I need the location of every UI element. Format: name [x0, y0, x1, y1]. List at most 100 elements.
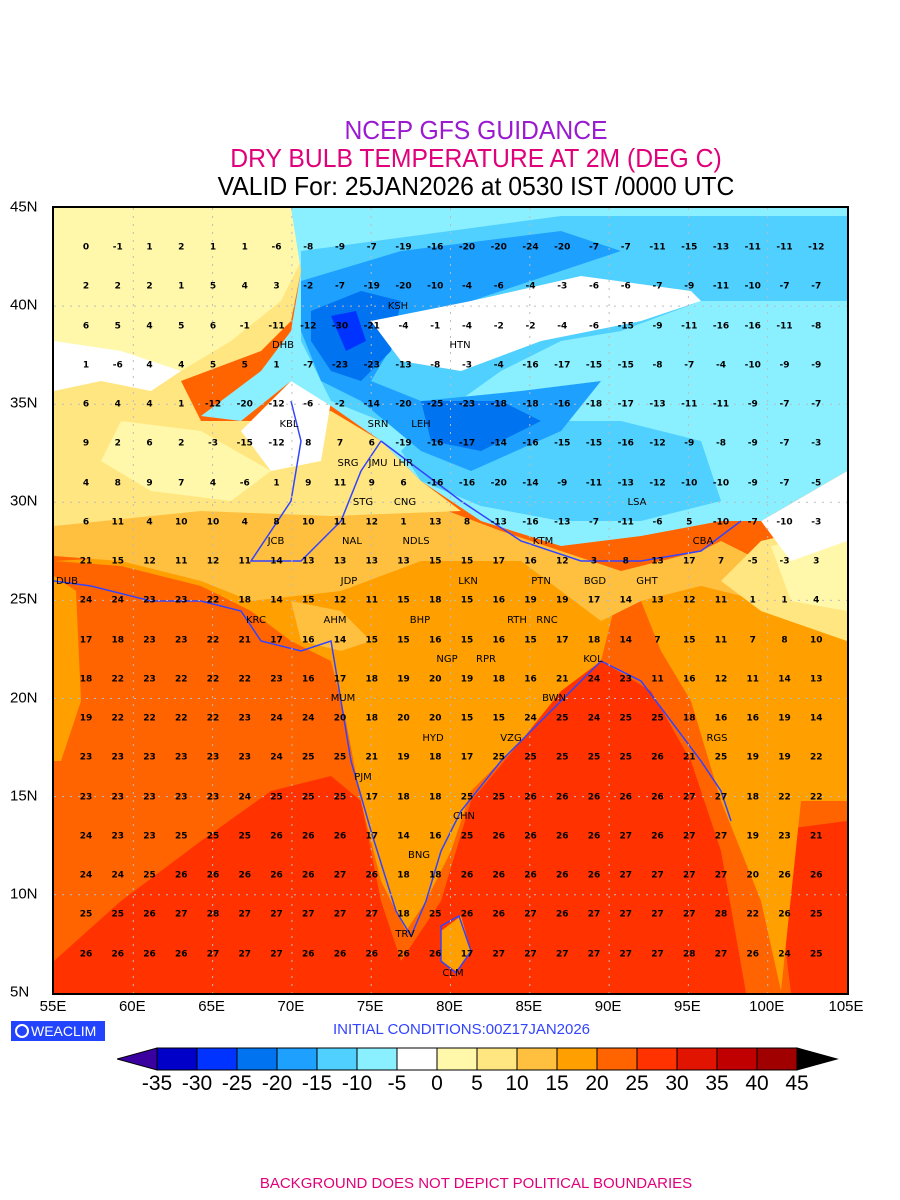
grid-value: 17	[365, 831, 379, 842]
grid-value: -12	[649, 438, 666, 449]
grid-value: 19	[397, 752, 410, 763]
grid-value: 14	[809, 713, 823, 724]
grid-value: -10	[712, 517, 730, 528]
grid-value: 26	[587, 870, 601, 881]
grid-value: -14	[490, 438, 507, 449]
grid-value: 13	[809, 674, 823, 685]
station-label: NGP	[436, 654, 458, 666]
grid-value: 26	[651, 792, 664, 802]
colorbar-label: 25	[625, 1072, 649, 1095]
grid-value: -12	[268, 399, 285, 410]
grid-value: 2	[178, 242, 185, 253]
colorbar-swatch	[436, 1047, 478, 1071]
grid-value: -16	[744, 321, 761, 331]
grid-value: 27	[619, 949, 633, 959]
grid-value: -6	[493, 281, 504, 292]
grid-value: -20	[458, 242, 476, 253]
grid-value: 28	[206, 909, 220, 920]
grid-value: 7	[749, 635, 756, 645]
grid-value: 26	[555, 909, 569, 920]
grid-value: -17	[554, 360, 571, 371]
grid-value: 23	[143, 752, 156, 763]
lat-tick-label: 25N	[10, 590, 38, 608]
grid-value: 25	[714, 752, 728, 763]
grid-value: 26	[397, 949, 410, 959]
station-label: PJM	[354, 771, 372, 783]
grid-value: 24	[111, 595, 125, 606]
initial-conditions: INITIAL CONDITIONS:00Z17JAN2026	[333, 1021, 591, 1038]
grid-value: 16	[428, 635, 442, 645]
station-label: CNG	[393, 497, 417, 509]
grid-value: 8	[463, 517, 471, 528]
colorbar-label: 15	[545, 1072, 569, 1095]
grid-value: 6	[209, 321, 217, 331]
grid-value: 25	[301, 792, 315, 802]
grid-value: 27	[365, 909, 379, 920]
grid-value: 22	[206, 674, 220, 685]
grid-value: -10	[427, 281, 444, 292]
grid-value: 16	[301, 674, 315, 685]
grid-value: 15	[492, 713, 506, 724]
grid-value: -7	[335, 281, 345, 292]
grid-value: 1	[178, 399, 185, 410]
station-label: PTN	[531, 575, 551, 587]
grid-value: 6	[400, 478, 407, 488]
grid-value: 14	[270, 556, 283, 567]
grid-value: 26	[270, 831, 283, 842]
grid-value: 24	[587, 674, 601, 685]
grid-value: 21	[365, 752, 379, 763]
station-label: AHM	[323, 614, 347, 626]
grid-value: 27	[524, 909, 537, 920]
grid-value: 19	[778, 752, 791, 763]
colorbar-label: 30	[665, 1072, 689, 1095]
grid-value: 2	[82, 281, 90, 292]
grid-value: -16	[458, 478, 476, 488]
grid-value: 15	[682, 635, 696, 645]
grid-value: 26	[111, 949, 125, 959]
grid-value: -11	[776, 321, 793, 331]
grid-value: -12	[808, 242, 825, 253]
grid-value: 26	[79, 949, 93, 959]
grid-value: 15	[301, 595, 315, 606]
grid-value: 22	[206, 635, 220, 645]
grid-value: 26	[143, 909, 156, 920]
grid-value: -13	[490, 517, 507, 528]
grid-value: 27	[270, 909, 283, 920]
grid-value: -7	[779, 399, 790, 410]
grid-value: -20	[395, 281, 412, 292]
grid-value: 15	[365, 635, 379, 645]
grid-value: 24	[238, 792, 252, 802]
grid-value: 5	[178, 321, 185, 331]
lat-tick-label: 40N	[10, 296, 38, 314]
grid-value: -1	[430, 321, 441, 331]
grid-value: 1	[273, 478, 280, 488]
colorbar-swatch	[476, 1047, 518, 1071]
grid-value: 14	[619, 635, 633, 645]
grid-value: 26	[460, 870, 474, 881]
colorbar-label: 5	[471, 1072, 483, 1095]
grid-value: 26	[492, 909, 506, 920]
grid-value: 23	[619, 674, 633, 685]
colorbar-swatch	[516, 1047, 558, 1071]
grid-value: -9	[811, 360, 822, 371]
grid-value: 26	[333, 831, 347, 842]
disclaimer: BACKGROUND DOES NOT DEPICT POLITICAL BOU…	[259, 1175, 693, 1192]
grid-value: -9	[779, 360, 790, 371]
grid-value: 26	[809, 870, 823, 881]
grid-value: 8	[622, 556, 629, 567]
grid-value: 4	[146, 321, 153, 331]
grid-value: -18	[522, 399, 539, 410]
grid-value: -4	[525, 281, 536, 292]
grid-value: -20	[490, 478, 507, 488]
grid-value: -23	[363, 360, 380, 371]
grid-value: 25	[619, 713, 633, 724]
grid-value: -10	[681, 478, 698, 488]
station-label: NDLS	[402, 536, 430, 548]
grid-value: 25	[460, 792, 474, 802]
grid-value: 22	[111, 674, 125, 685]
colorbar	[117, 1047, 839, 1071]
grid-value: -18	[585, 399, 603, 410]
grid-value: 25	[619, 752, 633, 763]
grid-value: 26	[619, 792, 633, 802]
grid-value: -9	[652, 321, 663, 331]
